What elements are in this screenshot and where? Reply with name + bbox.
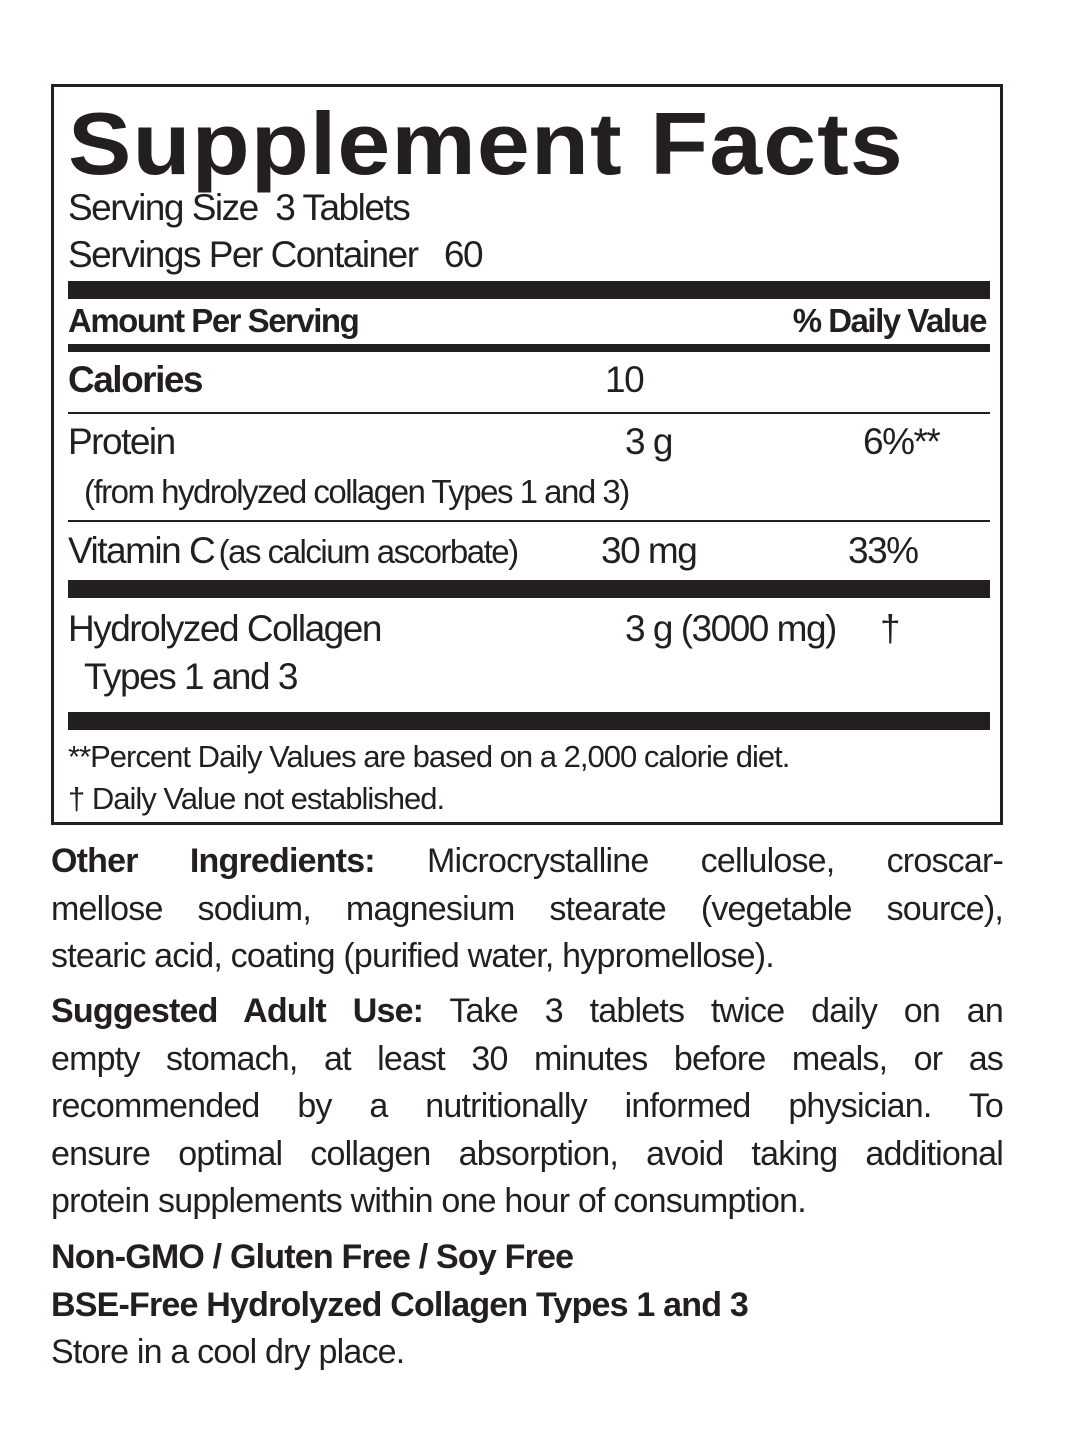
protein-amount: 3 g bbox=[625, 421, 673, 462]
thick-divider bbox=[68, 712, 990, 730]
footnote-daily-values: **Percent Daily Values are based on a 2,… bbox=[68, 739, 790, 774]
claim-bse-free: BSE-Free Hydrolyzed Collagen Types 1 and… bbox=[51, 1285, 749, 1324]
amount-per-serving-header: Amount Per Serving bbox=[68, 302, 360, 339]
collagen-label: Hydrolyzed Collagen bbox=[68, 608, 382, 649]
divider bbox=[68, 520, 990, 522]
calories-label: Calories bbox=[68, 359, 204, 400]
serving-size: Serving Size 3 Tablets bbox=[68, 187, 411, 228]
daily-value-header: % Daily Value bbox=[792, 302, 988, 339]
thick-divider bbox=[68, 281, 990, 299]
vitamin-c-label: Vitamin C (as calcium ascorbate) bbox=[68, 530, 519, 571]
calories-amount: 10 bbox=[605, 359, 645, 400]
divider bbox=[68, 344, 990, 352]
storage-instructions: Store in a cool dry place. bbox=[51, 1333, 405, 1371]
collagen-types: Types 1 and 3 bbox=[84, 656, 298, 697]
other-ingredients: Other Ingredients: Microcrystalline cell… bbox=[51, 842, 1004, 975]
collagen-amount: 3 g (3000 mg) bbox=[625, 608, 837, 649]
suggested-use: Suggested Adult Use: Take 3 tablets twic… bbox=[51, 992, 1004, 1220]
vitamin-c-amount: 30 mg bbox=[601, 530, 698, 571]
supplement-facts-panel: Supplement Facts Serving Size 3 Tablets … bbox=[51, 84, 1003, 825]
collagen-dv: † bbox=[880, 608, 901, 649]
thick-divider bbox=[68, 580, 990, 598]
protein-source: (from hydrolyzed collagen Types 1 and 3) bbox=[84, 473, 630, 510]
servings-per-container: Servings Per Container 60 bbox=[68, 234, 484, 275]
protein-label: Protein bbox=[68, 421, 176, 462]
claims: Non-GMO / Gluten Free / Soy Free BSE-Fre… bbox=[51, 1234, 1003, 1377]
panel-title: Supplement Facts bbox=[68, 94, 904, 193]
footnote-not-established: † Daily Value not established. bbox=[68, 781, 445, 816]
claim-non-gmo: Non-GMO / Gluten Free / Soy Free bbox=[51, 1238, 574, 1276]
divider bbox=[68, 412, 990, 414]
protein-dv: 6%** bbox=[863, 421, 941, 462]
vitamin-c-dv: 33% bbox=[848, 530, 919, 571]
